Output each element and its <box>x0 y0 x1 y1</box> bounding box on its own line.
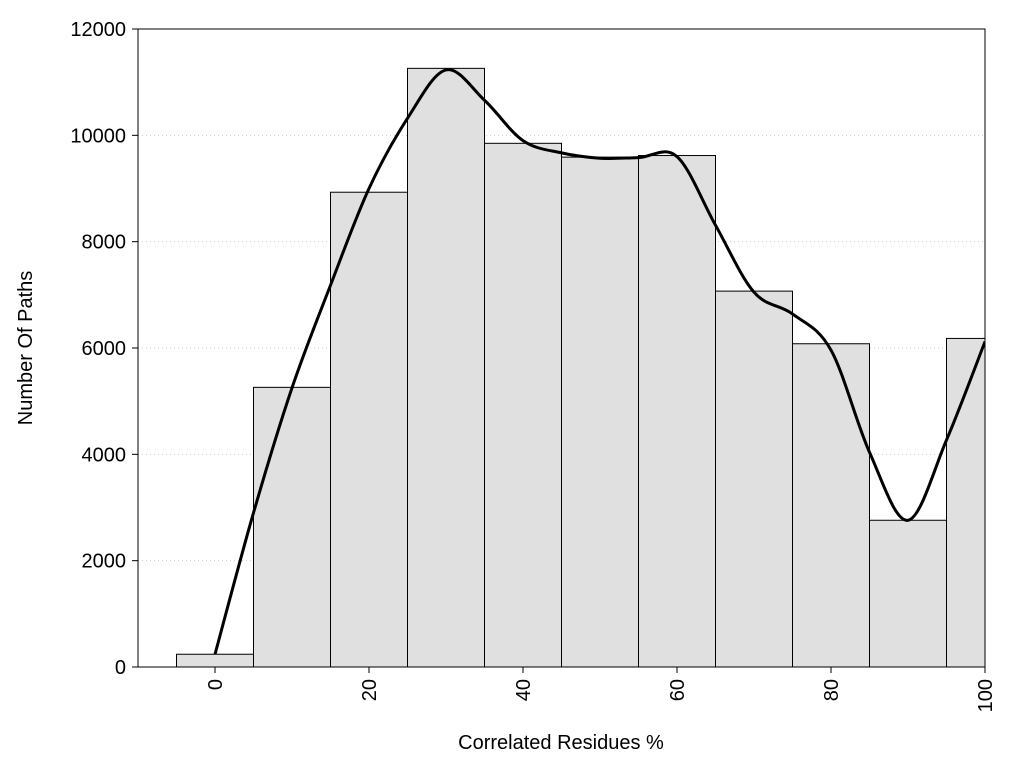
x-tick-label: 0 <box>205 679 227 690</box>
bar <box>638 155 716 667</box>
bar <box>407 67 485 667</box>
x-tick-label: 80 <box>821 679 843 701</box>
y-tick-label: 6000 <box>82 338 127 360</box>
bar <box>869 519 947 667</box>
y-axis-title: Number Of Paths <box>15 271 37 426</box>
ticks: 0 2000 4000 6000 8000 10000 12000 0 20 40 60 80 100 <box>70 19 997 712</box>
y-tick-label: 10000 <box>70 125 126 147</box>
x-tick-label: 60 <box>667 679 689 701</box>
x-tick-label: 40 <box>513 679 535 701</box>
curve-layer <box>213 68 985 655</box>
y-tick-label: 2000 <box>82 551 127 573</box>
bar <box>561 156 639 667</box>
x-tick-label: 20 <box>359 679 381 701</box>
bars <box>176 67 985 667</box>
y-tick-label: 0 <box>115 657 126 679</box>
bar <box>253 386 331 667</box>
density-curve <box>213 68 985 655</box>
x-axis-title: Correlated Residues % <box>458 732 664 754</box>
y-tick-label: 4000 <box>82 444 127 466</box>
bar <box>176 653 254 667</box>
x-tick-label: 100 <box>975 679 997 712</box>
y-tick-label: 8000 <box>82 232 127 254</box>
bar <box>792 343 870 667</box>
y-tick-label: 12000 <box>70 19 126 41</box>
bar <box>484 142 562 667</box>
bar <box>330 191 408 667</box>
bar <box>715 290 793 667</box>
